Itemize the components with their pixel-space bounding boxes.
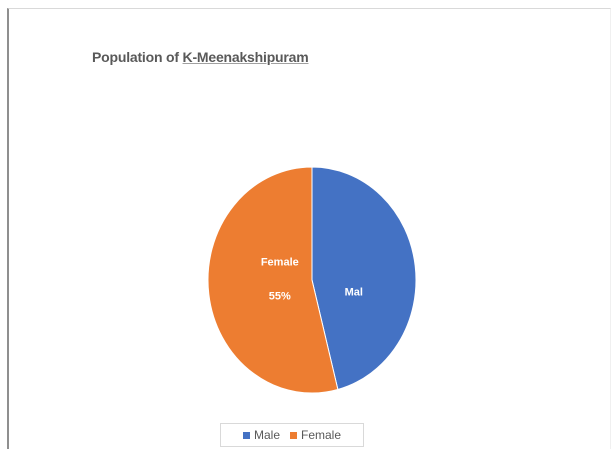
pie-slice-labels: Mal Female 55% — [261, 257, 363, 303]
legend-item-female: Female — [290, 428, 341, 442]
slice-label-female-1: Female — [261, 257, 299, 269]
chart-title-place: K-Meenakshipuram — [182, 49, 309, 65]
legend-label-male: Male — [253, 428, 280, 442]
legend-swatch-male — [242, 431, 250, 439]
legend-label-female: Female — [301, 428, 342, 442]
chart-title: Population of K-Meenakshipuram — [92, 49, 309, 65]
pie-slice-male — [311, 166, 417, 391]
legend-swatch-female — [290, 431, 297, 439]
pie-slice-female — [207, 166, 339, 394]
pie-slices — [207, 166, 417, 394]
chart-title-prefix: Population of — [92, 49, 183, 65]
chart-legend: Male Female — [220, 423, 364, 447]
legend-item-male: Male — [242, 428, 280, 442]
slice-label-male-1: Mal — [345, 287, 363, 299]
slice-label-female-2: 55% — [269, 291, 291, 303]
